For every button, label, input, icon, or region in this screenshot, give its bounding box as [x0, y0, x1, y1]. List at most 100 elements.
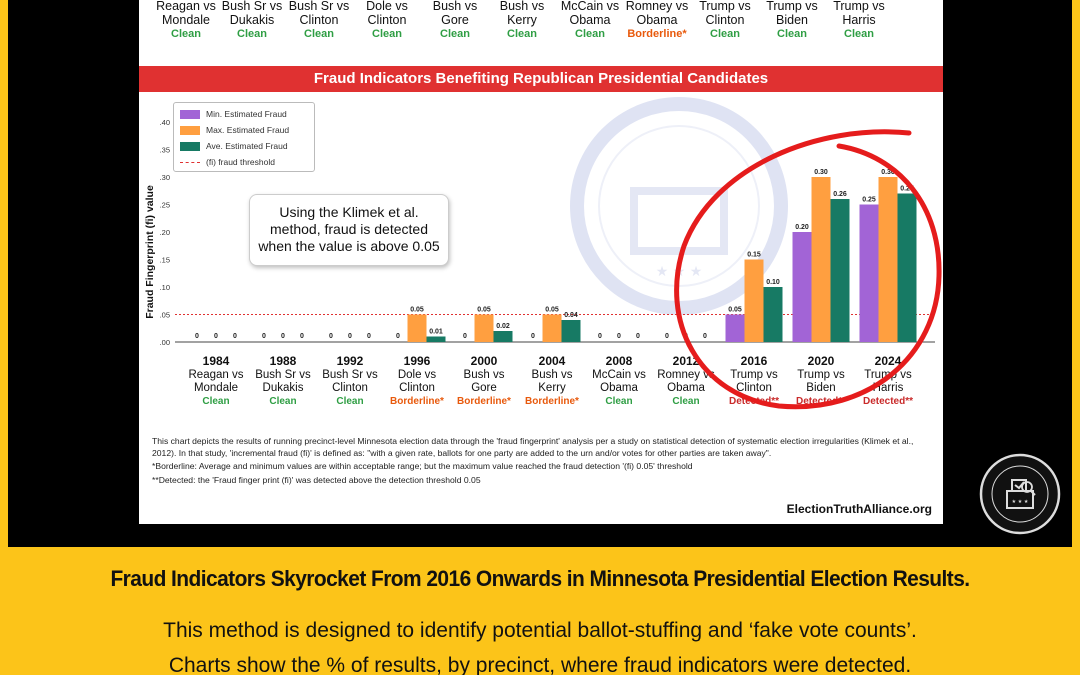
x-tick-matchup: Bush Sr vs [322, 369, 378, 381]
x-tick-matchup: Bush vs [464, 369, 505, 381]
top-strip-label: Obama [569, 12, 611, 27]
top-strip-column: Bush vs Kerry Clean [489, 0, 555, 42]
bar-data-label: 0.05 [728, 307, 742, 314]
x-tick-year: 2020 [808, 354, 835, 368]
x-tick-result: Clean [202, 396, 229, 407]
x-tick-result: Clean [605, 396, 632, 407]
legend-threshold-line [180, 161, 200, 163]
top-strip-label: Harris [842, 12, 876, 27]
y-tick-label: .15 [160, 256, 170, 265]
bar-data-label: 0 [367, 333, 371, 340]
bar-min [859, 204, 879, 342]
x-tick-year: 2004 [539, 354, 566, 368]
top-strip-label: Trump vs [833, 0, 885, 13]
bar-data-label: 0 [281, 333, 285, 340]
x-tick-matchup: Clinton [332, 382, 368, 394]
footnote-description: This chart depicts the results of runnin… [152, 436, 914, 458]
bar-data-label: 0 [665, 333, 669, 340]
x-tick-year: 1984 [203, 354, 230, 368]
bar-data-label: 0 [348, 333, 352, 340]
x-tick-matchup: McCain vs [592, 369, 646, 381]
bar-ave [493, 331, 513, 342]
x-tick-year: 1996 [404, 354, 431, 368]
x-tick-result: Clean [672, 396, 699, 407]
bar-data-label: 0.01 [429, 329, 443, 336]
top-strip-label: Gore [441, 12, 469, 27]
legend-swatch-max [180, 125, 200, 135]
bar-data-label: 0 [396, 333, 400, 340]
y-tick-label: .35 [160, 146, 170, 155]
bar-max [811, 177, 831, 342]
top-strip-result: Clean [777, 28, 807, 40]
top-strip-column: Bush Sr vs Dukakis Clean [219, 0, 285, 42]
bar-data-label: 0 [703, 333, 707, 340]
x-tick-matchup: Trump vs [797, 369, 845, 381]
top-strip-label: Mondale [162, 12, 210, 27]
legend-item-threshold: (fi) fraud threshold [180, 154, 308, 170]
x-tick-matchup: Kerry [538, 382, 566, 394]
subheadline-2: Charts show the % of results, by precinc… [168, 654, 912, 675]
y-tick-label: .00 [160, 338, 170, 347]
legend-swatch-ave [180, 141, 200, 151]
source-url: ElectionTruthAlliance.org [786, 502, 932, 516]
legend-swatch-min [180, 109, 200, 119]
footnote-detected: **Detected: the 'Fraud finger print (fi)… [152, 474, 481, 485]
y-tick-label: .25 [160, 201, 170, 210]
x-tick-result: Clean [336, 396, 363, 407]
bar-ave [763, 287, 783, 342]
bar-data-label: 0.15 [747, 252, 761, 259]
x-tick-result: Detected** [796, 396, 846, 407]
top-strip-result: Clean [507, 28, 537, 40]
y-tick-label: .40 [160, 118, 170, 127]
top-strip-column: McCain vs Obama Clean [557, 0, 623, 42]
bar-data-label: 0 [300, 333, 304, 340]
bar-data-label: 0.05 [410, 307, 424, 314]
banner-title: Fraud Indicators Benefiting Republican P… [139, 66, 943, 92]
x-tick-matchup: Trump vs [730, 369, 778, 381]
top-strip-label: Dole vs [366, 0, 408, 13]
top-strip-column: Trump vs Clinton Clean [692, 0, 758, 42]
highlight-circle [674, 129, 942, 410]
bar-data-label: 0 [617, 333, 621, 340]
x-tick-matchup: Biden [806, 382, 835, 394]
top-strip-column: Bush vs Gore Clean [422, 0, 488, 42]
bar-max [744, 259, 764, 342]
legend-item-min: Min. Estimated Fraud [180, 106, 308, 122]
bar-ave [426, 336, 446, 342]
bar-min [725, 314, 745, 342]
top-strip-label: Bush vs [432, 0, 478, 13]
x-tick-year: 2012 [673, 354, 700, 368]
top-strip-label: Biden [776, 12, 808, 27]
x-tick-result: Detected** [863, 396, 913, 407]
bar-max [474, 314, 494, 342]
callout-line-3: when the value is above 0.05 [258, 238, 440, 254]
bar-data-label: 0.05 [477, 307, 491, 314]
svg-text:★ ★ ★: ★ ★ ★ [1012, 499, 1029, 505]
top-strip-column: Romney vs Obama Borderline* [624, 0, 690, 42]
bar-data-label: 0.05 [545, 307, 559, 314]
chart-footnotes: This chart depicts the results of runnin… [152, 436, 932, 488]
legend-label-min: Min. Estimated Fraud [206, 109, 287, 119]
x-tick-matchup: Reagan vs [189, 369, 244, 381]
bar-min [792, 232, 812, 342]
top-strip-result: Clean [575, 28, 605, 40]
x-tick-result: Borderline* [525, 396, 579, 407]
x-tick-year: 2016 [741, 354, 768, 368]
top-strip-result: Clean [844, 28, 874, 40]
y-tick-label: .10 [160, 283, 170, 292]
x-tick-matchup: Obama [667, 382, 705, 394]
bar-data-label: 0 [636, 333, 640, 340]
bar-data-label: 0.04 [564, 312, 578, 319]
callout-line-2: method, fraud is detected [270, 221, 428, 237]
top-strip-column: Trump vs Harris Clean [826, 0, 892, 42]
top-strip-label: Romney vs [625, 0, 689, 13]
subheadline-1: This method is designed to identify pote… [163, 619, 917, 642]
top-strip-label: Clinton [299, 12, 339, 27]
bar-data-label: 0.20 [795, 224, 809, 231]
x-tick-matchup: Mondale [194, 382, 238, 394]
bar-data-label: 0.25 [862, 197, 876, 204]
y-tick-label: .20 [160, 228, 170, 237]
x-tick-year: 1992 [337, 354, 364, 368]
x-tick-year: 2000 [471, 354, 498, 368]
